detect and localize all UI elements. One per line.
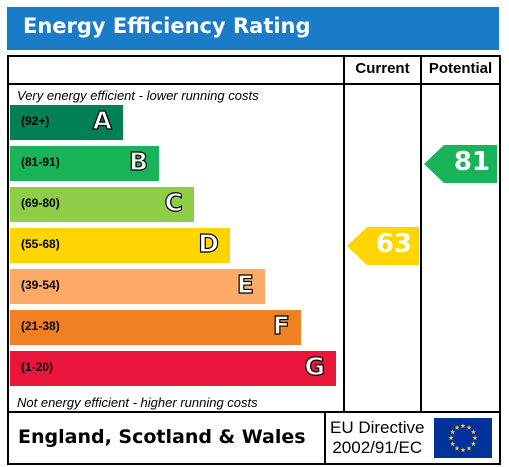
current-rating-arrow: 63 bbox=[347, 227, 419, 265]
flag-star-icon bbox=[470, 429, 476, 435]
eu-directive: EU Directive 2002/91/EC bbox=[330, 418, 424, 458]
column-divider-current bbox=[343, 57, 345, 411]
flag-star-icon bbox=[460, 447, 466, 453]
flag-star-icon bbox=[450, 441, 456, 447]
rating-band-f: (21-38) F bbox=[10, 310, 301, 345]
potential-rating-arrow: 81 bbox=[424, 145, 497, 183]
title-bar: Energy Efficiency Rating bbox=[7, 7, 499, 50]
rating-band-e: (39-54) E bbox=[10, 269, 265, 304]
flag-star-icon bbox=[450, 429, 456, 435]
flag-star-icon bbox=[472, 435, 478, 441]
current-column-header: Current bbox=[355, 60, 410, 77]
flag-star-icon bbox=[470, 441, 476, 447]
band-range-label: (21-38) bbox=[21, 319, 60, 333]
flag-star-icon bbox=[466, 445, 472, 451]
current-arrow-fill bbox=[347, 227, 419, 265]
flag-star-icon bbox=[448, 435, 454, 441]
flag-star-icon bbox=[466, 425, 472, 430]
chart-title: Energy Efficiency Rating bbox=[23, 14, 311, 38]
flag-star-icon bbox=[454, 445, 460, 451]
footer: England, Scotland & Wales EU Directive 2… bbox=[7, 411, 501, 465]
band-letter-label: G bbox=[304, 351, 326, 381]
eu-directive-line2: 2002/91/EC bbox=[332, 438, 423, 457]
flag-star-icon bbox=[460, 423, 466, 429]
rating-band-b: (81-91) B bbox=[10, 146, 159, 181]
footer-country: England, Scotland & Wales bbox=[18, 426, 306, 448]
band-letter-label: A bbox=[92, 105, 113, 135]
efficient-caption: Very energy efficient - lower running co… bbox=[17, 88, 259, 103]
potential-rating-value: 81 bbox=[453, 147, 490, 177]
rating-table: Current Potential Very energy efficient … bbox=[7, 55, 501, 413]
potential-arrow-shape bbox=[424, 145, 497, 183]
column-divider-potential bbox=[420, 57, 422, 411]
band-letter-label: C bbox=[164, 187, 184, 217]
rating-band-g: (1-20) G bbox=[10, 351, 336, 386]
current-arrow-shape bbox=[347, 227, 419, 265]
band-letter-label: E bbox=[236, 269, 254, 299]
band-letter-label: F bbox=[272, 310, 290, 340]
band-range-label: (69-80) bbox=[21, 196, 60, 210]
header-divider bbox=[9, 83, 499, 85]
band-range-label: (39-54) bbox=[21, 278, 60, 292]
band-letter-label: D bbox=[198, 228, 220, 258]
footer-divider bbox=[324, 413, 326, 463]
eu-directive-line1: EU Directive bbox=[330, 418, 425, 437]
flag-star-icon bbox=[454, 425, 460, 430]
band-range-label: (92+) bbox=[21, 114, 50, 128]
rating-band-c: (69-80) C bbox=[10, 187, 194, 222]
rating-band-d: (55-68) D bbox=[10, 228, 230, 263]
band-range-label: (1-20) bbox=[21, 360, 54, 374]
inefficient-caption: Not energy efficient - higher running co… bbox=[17, 395, 258, 410]
potential-arrow-fill bbox=[424, 145, 497, 183]
band-range-label: (81-91) bbox=[21, 155, 60, 169]
rating-band-a: (92+) A bbox=[10, 105, 123, 140]
current-rating-value: 63 bbox=[375, 229, 412, 259]
band-range-label: (55-68) bbox=[21, 237, 60, 251]
potential-column-header: Potential bbox=[428, 60, 493, 77]
band-letter-label: B bbox=[128, 146, 148, 176]
eu-flag-icon bbox=[434, 418, 492, 458]
